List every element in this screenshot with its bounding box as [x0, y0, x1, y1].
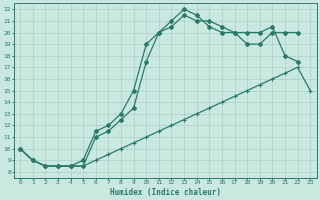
X-axis label: Humidex (Indice chaleur): Humidex (Indice chaleur) — [110, 188, 220, 197]
